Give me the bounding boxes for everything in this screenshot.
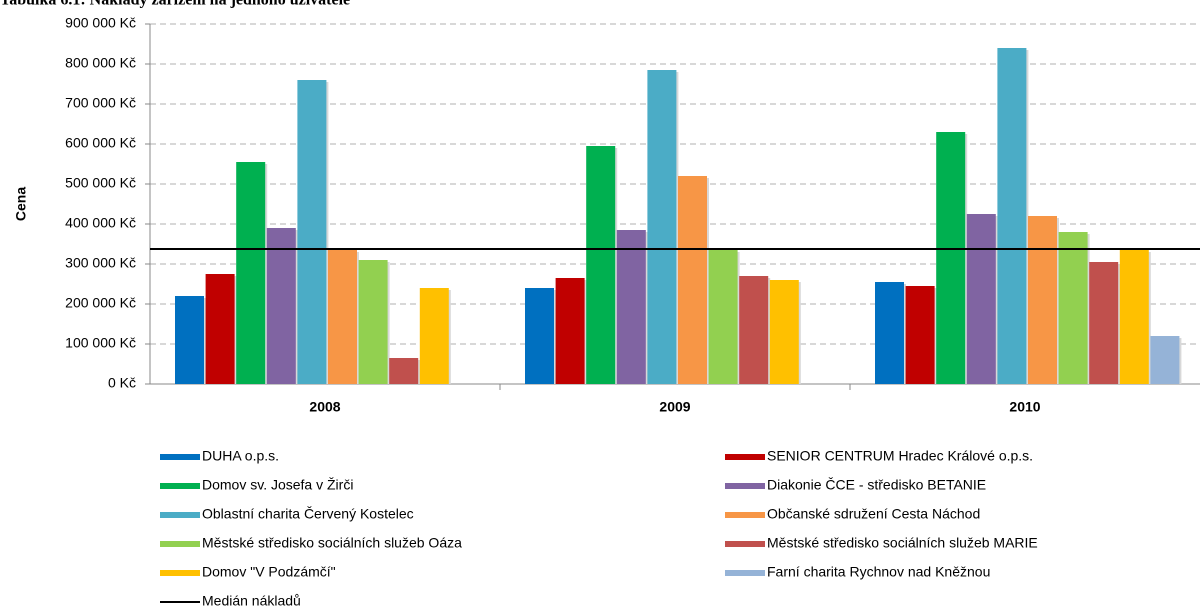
bar	[358, 260, 388, 384]
y-tick-label: 500 000 Kč	[65, 175, 136, 191]
y-tick-label: 900 000 Kč	[65, 15, 136, 31]
bar	[875, 282, 904, 384]
y-tick-label: 300 000 Kč	[65, 255, 136, 271]
legend-label: Oblastní charita Červený Kostelec	[202, 506, 414, 522]
y-tick-label: 200 000 Kč	[65, 295, 136, 311]
legend-label: Diakonie ČCE - středisko BETANIE	[767, 477, 986, 493]
bar	[236, 162, 266, 384]
bar	[419, 288, 449, 384]
y-tick-label: 700 000 Kč	[65, 95, 136, 111]
legend-label: Domov "V Podzámčí"	[202, 564, 336, 580]
bar	[616, 230, 646, 384]
bar	[739, 276, 769, 384]
legend-label: Občanské sdružení Cesta Náchod	[767, 506, 980, 522]
legend-label: DUHA o.p.s.	[202, 448, 279, 464]
bar	[1119, 250, 1149, 384]
legend-label: Domov sv. Josefa v Žirči	[202, 477, 353, 493]
bar	[1150, 336, 1180, 384]
bar	[205, 274, 235, 384]
y-tick-label: 0 Kč	[108, 375, 136, 391]
bar	[1028, 216, 1057, 384]
legend-label: Medián nákladů	[202, 593, 301, 609]
y-tick-label: 600 000 Kč	[65, 135, 136, 151]
y-tick-label: 800 000 Kč	[65, 55, 136, 71]
bar	[389, 358, 419, 384]
bar	[708, 250, 738, 384]
bar	[647, 70, 677, 384]
chart-title: Tabulka 6.1: Náklady zařízení na jednoho…	[0, 0, 350, 9]
legend-label: Městské středisko sociálních služeb MARI…	[767, 535, 1038, 551]
bar	[936, 132, 966, 384]
bar	[525, 288, 554, 384]
bar	[175, 296, 204, 384]
x-tick-label: 2010	[1009, 399, 1040, 415]
bar	[328, 250, 357, 384]
y-axis-title: Cena	[13, 187, 29, 221]
legend-label: Farní charita Rychnov nad Kněžnou	[767, 564, 990, 580]
legend-label: SENIOR CENTRUM Hradec Králové o.p.s.	[767, 448, 1033, 464]
y-tick-label: 400 000 Kč	[65, 215, 136, 231]
bar	[966, 214, 996, 384]
legend-label: Městské středisko sociálních služeb Oáza	[202, 535, 462, 551]
y-tick-label: 100 000 Kč	[65, 335, 136, 351]
bar	[297, 80, 327, 384]
bar	[997, 48, 1027, 384]
x-tick-label: 2008	[309, 399, 340, 415]
bar	[1058, 232, 1088, 384]
bar	[586, 146, 616, 384]
bar	[769, 280, 799, 384]
x-tick-label: 2009	[659, 399, 690, 415]
bar	[678, 176, 707, 384]
bar	[905, 286, 935, 384]
bar	[1089, 262, 1119, 384]
bar	[266, 228, 296, 384]
bar	[555, 278, 585, 384]
